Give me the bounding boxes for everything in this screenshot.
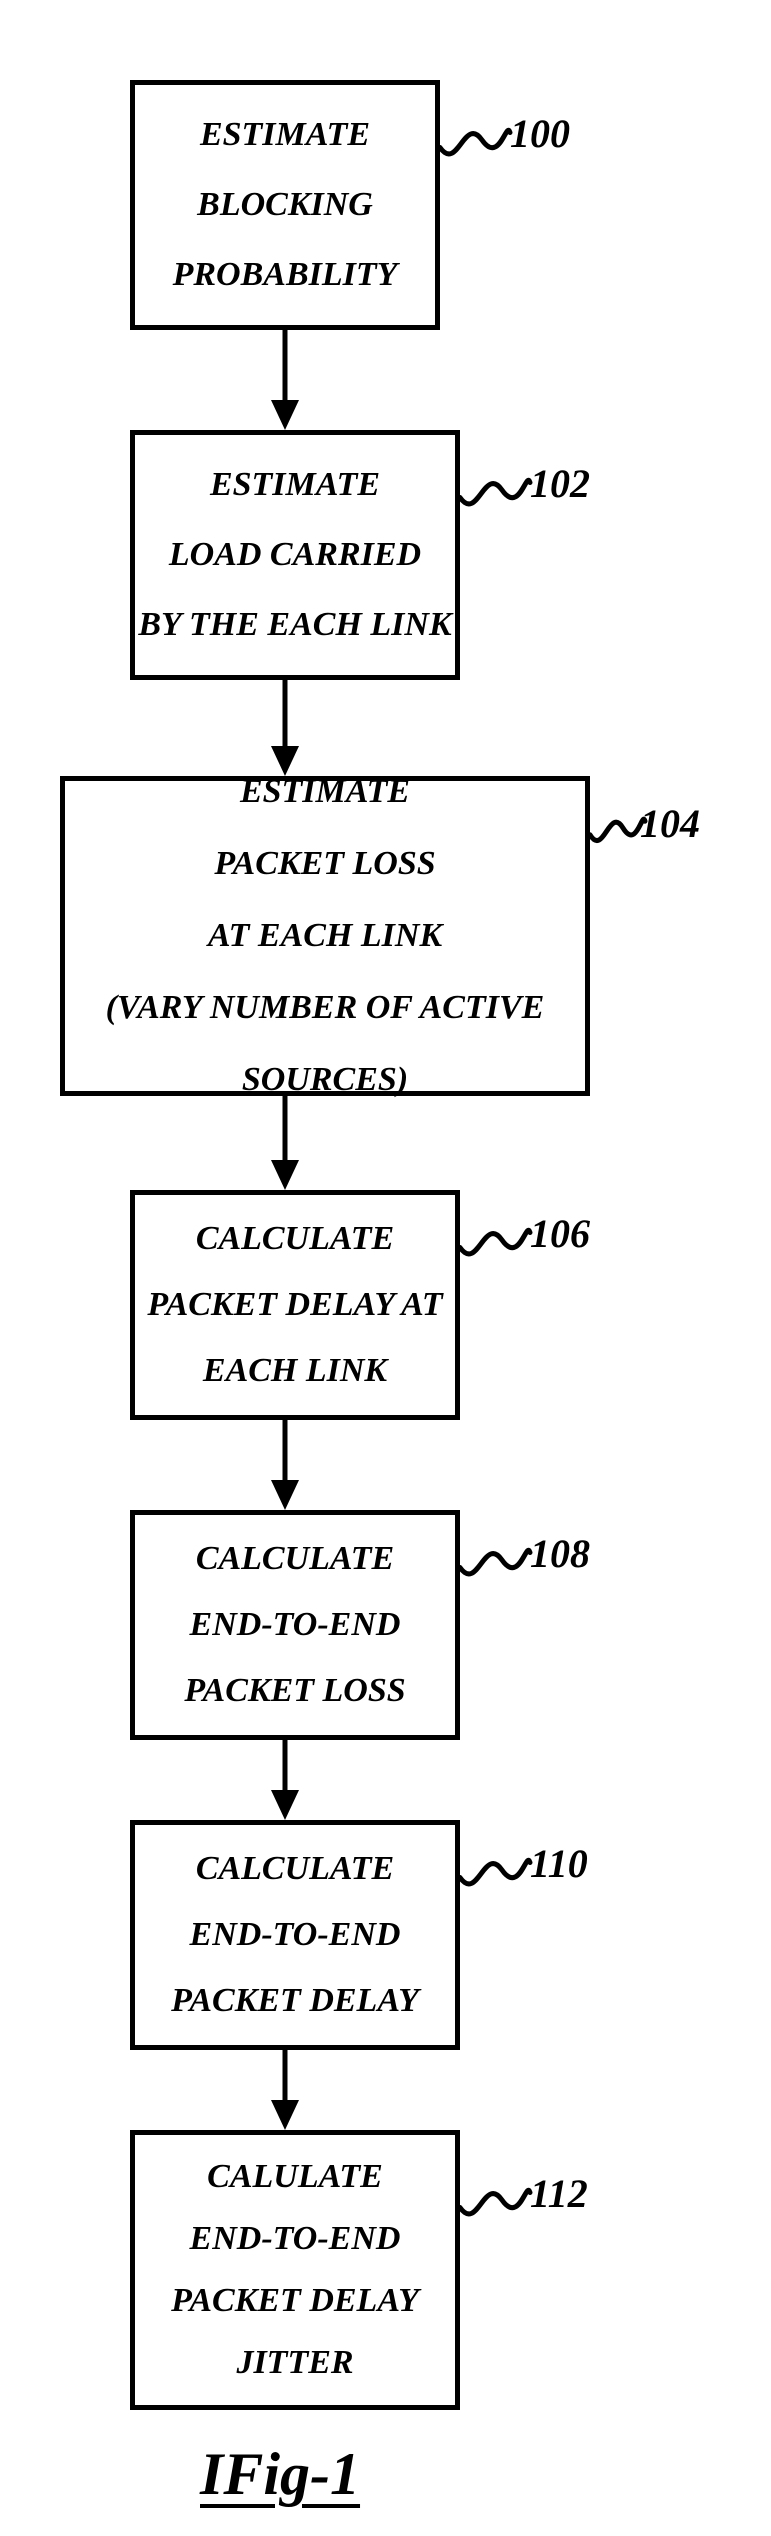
figure-caption: IFig-1 — [200, 2440, 360, 2509]
node-ref-label: 108 — [530, 1530, 590, 1577]
node-text-line: LOAD CARRIED — [169, 520, 421, 590]
node-text-line: PACKET LOSS — [214, 828, 435, 900]
leader-squiggle — [590, 810, 645, 855]
leader-squiggle — [460, 1540, 530, 1590]
node-text-line: ESTIMATE — [200, 100, 370, 170]
leader-squiggle — [460, 2180, 530, 2230]
leader-squiggle — [440, 120, 510, 170]
flowchart-arrow — [265, 680, 305, 776]
flowchart-node: ESTIMATEPACKET LOSSAT EACH LINK(VARY NUM… — [60, 776, 590, 1096]
node-text-line: EACH LINK — [203, 1338, 387, 1404]
flowchart-arrow — [265, 1096, 305, 1190]
node-ref-label: 112 — [530, 2170, 588, 2217]
flowchart-node: CALULATEEND-TO-ENDPACKET DELAYJITTER — [130, 2130, 460, 2410]
node-ref-label: 102 — [530, 460, 590, 507]
flowchart-arrow — [265, 1420, 305, 1510]
node-text-line: BLOCKING — [197, 170, 373, 240]
flowchart-arrow — [265, 2050, 305, 2130]
leader-squiggle — [460, 1220, 530, 1270]
node-text-line: PACKET DELAY — [171, 1968, 419, 2034]
flowchart-node: CALCULATEEND-TO-ENDPACKET LOSS — [130, 1510, 460, 1740]
flowchart-arrow — [265, 1740, 305, 1820]
node-text-line: PROBABILITY — [173, 240, 398, 310]
leader-squiggle — [460, 1850, 530, 1900]
flowchart-node: CALCULATEPACKET DELAY ATEACH LINK — [130, 1190, 460, 1420]
node-ref-label: 110 — [530, 1840, 588, 1887]
flowchart-canvas: ESTIMATEBLOCKINGPROBABILITYESTIMATELOAD … — [0, 0, 771, 2536]
node-text-line: END-TO-END — [190, 2208, 401, 2270]
node-text-line: PACKET DELAY AT — [147, 1272, 442, 1338]
node-text-line: JITTER — [236, 2332, 353, 2394]
node-text-line: PACKET DELAY — [171, 2270, 419, 2332]
flowchart-node: CALCULATEEND-TO-ENDPACKET DELAY — [130, 1820, 460, 2050]
node-text-line: CALCULATE — [196, 1206, 394, 1272]
node-text-line: ESTIMATE — [210, 450, 380, 520]
node-ref-label: 104 — [640, 800, 700, 847]
node-text-line: END-TO-END — [190, 1902, 401, 1968]
node-text-line: BY THE EACH LINK — [138, 590, 451, 660]
flowchart-node: ESTIMATEBLOCKINGPROBABILITY — [130, 80, 440, 330]
flowchart-node: ESTIMATELOAD CARRIEDBY THE EACH LINK — [130, 430, 460, 680]
node-text-line: CALCULATE — [196, 1836, 394, 1902]
node-text-line: CALCULATE — [196, 1526, 394, 1592]
node-text-line: END-TO-END — [190, 1592, 401, 1658]
node-ref-label: 100 — [510, 110, 570, 157]
node-text-line: AT EACH LINK — [208, 900, 442, 972]
leader-squiggle — [460, 470, 530, 520]
flowchart-arrow — [265, 330, 305, 430]
node-text-line: CALULATE — [207, 2146, 383, 2208]
node-text-line: (VARY NUMBER OF ACTIVE SOURCES) — [65, 972, 585, 1116]
node-ref-label: 106 — [530, 1210, 590, 1257]
node-text-line: PACKET LOSS — [184, 1658, 405, 1724]
